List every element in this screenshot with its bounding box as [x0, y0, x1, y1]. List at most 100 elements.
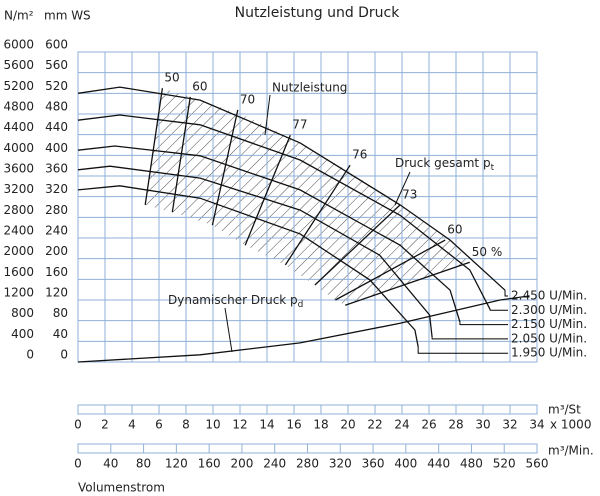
y-tick-label: 520 [45, 79, 68, 93]
annotation-leader [224, 307, 233, 353]
y2-tick-label: 5600 [3, 58, 34, 72]
y-axis-label: mm WS [44, 9, 91, 23]
y2-tick-label: 2000 [3, 244, 34, 258]
legend-leader [417, 347, 508, 354]
x-tick-label: 520 [493, 457, 516, 471]
x2-tick-label: 26 [421, 418, 436, 432]
y2-tick-label: 4000 [3, 141, 34, 155]
x2-tick-label: 34 [529, 418, 544, 432]
y-tick-label: 120 [45, 286, 68, 300]
x2-axis-factor: x 1000 [550, 418, 591, 432]
x-tick-label: 240 [263, 457, 286, 471]
efficiency-label: 60 [447, 223, 462, 237]
annotation-subscript: d [298, 300, 304, 310]
y-tick-label: 280 [45, 203, 68, 217]
efficiency-label: 50 % [472, 245, 503, 259]
x2-tick-label: 24 [394, 418, 409, 432]
efficiency-line [314, 204, 401, 286]
efficiency-label: 76 [352, 148, 367, 162]
x-tick-label: 120 [165, 457, 188, 471]
x-axis-label: m³/Min. [548, 444, 594, 458]
x2-axis-label: m³/St [548, 403, 581, 417]
x-tick-label: 480 [460, 457, 483, 471]
efficiency-label: 50 [164, 71, 179, 85]
x2-tick-label: 4 [128, 418, 136, 432]
y-tick-label: 0 [60, 348, 68, 362]
efficiency-label: 77 [292, 118, 307, 132]
y2-tick-label: 3600 [3, 162, 34, 176]
x2-tick-label: 8 [182, 418, 190, 432]
x2-tick-label: 12 [232, 418, 247, 432]
y-tick-label: 320 [45, 182, 68, 196]
legend-label: 2.450 U/Min. [511, 289, 587, 303]
annotation-leader [264, 94, 271, 136]
y2-tick-label: 1200 [3, 286, 34, 300]
y2-tick-label: 1600 [3, 265, 34, 279]
efficiency-label: 70 [240, 92, 255, 106]
y2-tick-label: 400 [11, 327, 34, 341]
x2-tick-label: 14 [259, 418, 274, 432]
y-tick-label: 600 [45, 38, 68, 52]
legend-leader [504, 290, 508, 297]
plot-frame [77, 51, 538, 363]
annotation-leader [394, 171, 411, 206]
x2-tick-label: 10 [205, 418, 220, 432]
x2-tick-label: 28 [448, 418, 463, 432]
x2-tick-label: 22 [367, 418, 382, 432]
efficiency-line [284, 164, 351, 266]
efficiency-line [344, 261, 471, 306]
legend-leader [459, 322, 508, 326]
x-tick-label: 280 [296, 457, 319, 471]
efficiency-label: 73 [402, 187, 417, 201]
annotation: Nutzleistung [272, 81, 347, 95]
legend-label: 2.300 U/Min. [511, 303, 587, 317]
efficiency-line [171, 96, 191, 213]
efficiency-line [211, 109, 239, 226]
x-tick-label: 0 [74, 457, 82, 471]
x2-tick-label: 18 [313, 418, 328, 432]
annotation-text: Dynamischer Druck p [168, 293, 298, 307]
legend-label: 2.050 U/Min. [511, 331, 587, 345]
x2-tick-label: 6 [155, 418, 163, 432]
annotation-text: Druck gesamt p [395, 156, 491, 170]
y-tick-label: 400 [45, 141, 68, 155]
y2-tick-label: 2800 [3, 203, 34, 217]
pressure-curve [77, 86, 506, 291]
annotation-subscript: t [491, 163, 495, 173]
legend-label: 2.150 U/Min. [511, 317, 587, 331]
x-tick-label: 40 [103, 457, 118, 471]
x-tick-label: 400 [394, 457, 417, 471]
y2-tick-label: 0 [26, 348, 34, 362]
legend-leader [431, 337, 508, 340]
efficiency-label: 60 [192, 79, 207, 93]
x2-tick-label: 32 [502, 418, 517, 432]
x-axis-title: Volumenstrom [78, 481, 165, 495]
pressure-curve [77, 165, 433, 338]
y-tick-label: 80 [53, 306, 68, 320]
efficiency-line [144, 88, 164, 205]
pressure-curve [77, 185, 419, 348]
x2-tick-label: 2 [101, 418, 109, 432]
y2-tick-label: 4400 [3, 120, 34, 134]
y-tick-label: 560 [45, 58, 68, 72]
y-tick-label: 240 [45, 224, 68, 238]
y-tick-label: 40 [53, 327, 68, 341]
pressure-curve [77, 145, 461, 323]
x-tick-label: 560 [526, 457, 549, 471]
y-tick-label: 200 [45, 244, 68, 258]
x-tick-label: 320 [329, 457, 352, 471]
x-tick-label: 200 [230, 457, 253, 471]
chart-title: Nutzleistung und Druck [235, 5, 401, 21]
annotation: Dynamischer Druck pd [168, 293, 303, 310]
efficiency-line [335, 239, 446, 301]
y2-tick-label: 6000 [3, 38, 34, 52]
y2-tick-label: 2400 [3, 224, 34, 238]
legend-label: 1.950 U/Min. [511, 346, 587, 360]
y2-tick-label: 5200 [3, 79, 34, 93]
y-tick-label: 440 [45, 120, 68, 134]
y2-tick-label: 4800 [3, 100, 34, 114]
dynamic-pressure-curve [77, 295, 530, 363]
x2-tick-label: 16 [286, 418, 301, 432]
y-tick-label: 360 [45, 162, 68, 176]
